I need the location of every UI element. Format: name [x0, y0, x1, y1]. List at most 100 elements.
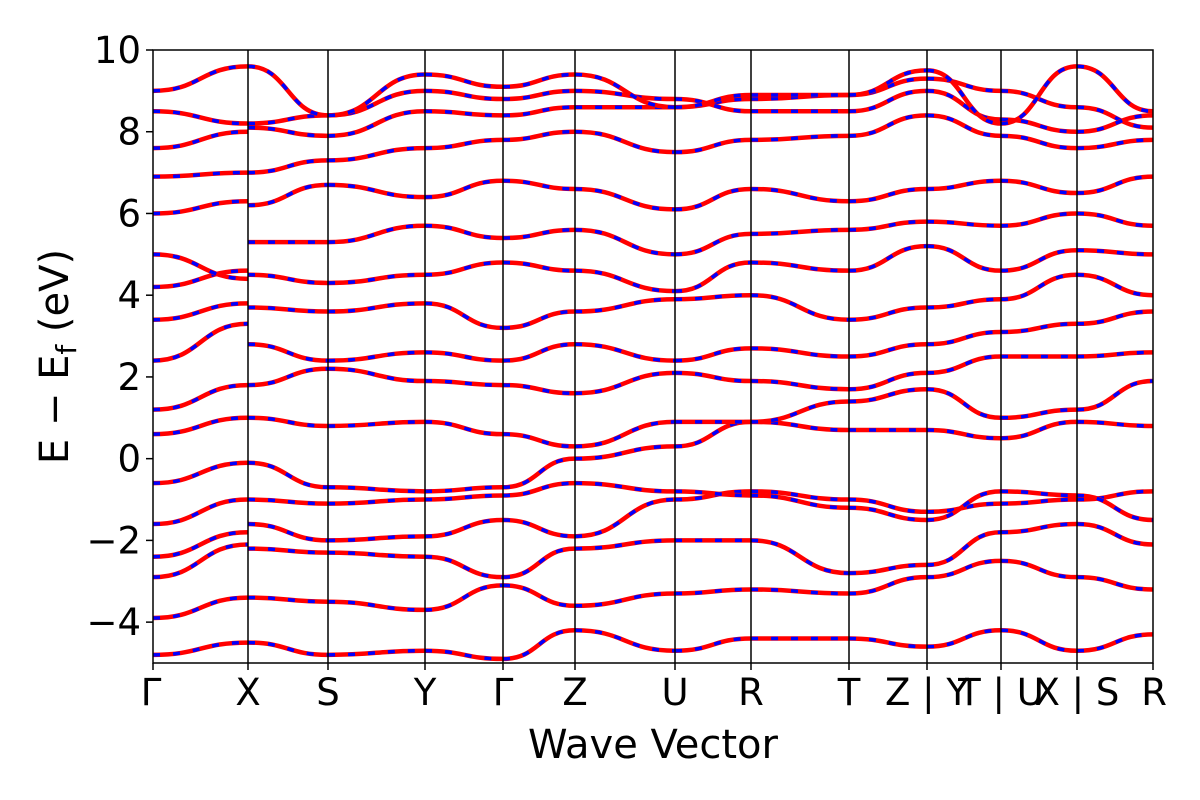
y-tick-label: 2	[117, 356, 141, 399]
band-line-blue	[750, 493, 850, 510]
band-line-red	[574, 419, 676, 449]
band-line-red	[848, 305, 928, 322]
band-line-red	[153, 460, 249, 486]
band-line-blue	[926, 219, 1002, 228]
band-line-blue	[247, 158, 329, 175]
band-line-blue	[153, 416, 249, 436]
band-line-red	[424, 137, 504, 151]
band-line-red	[848, 562, 928, 576]
band-line-red	[848, 341, 928, 359]
x-tick-label: X	[235, 671, 260, 714]
band-line-blue	[1076, 489, 1153, 502]
band-line-red	[1076, 272, 1153, 298]
band-line-blue	[153, 530, 249, 559]
band-line-blue	[750, 260, 850, 273]
y-tick-label: −4	[86, 601, 141, 644]
x-tick-label: T	[837, 671, 861, 714]
band-line-red	[424, 260, 504, 278]
band-line-blue	[327, 223, 426, 244]
band-line-blue	[153, 268, 249, 289]
x-tick-label: Y	[413, 671, 437, 714]
y-tick-label: 8	[117, 111, 141, 154]
band-line-blue	[848, 68, 928, 97]
band-line-red	[926, 628, 1002, 649]
band-line-red	[848, 505, 928, 523]
band-line-red	[574, 268, 676, 294]
band-line-red	[424, 223, 504, 241]
band-line-blue	[247, 113, 329, 126]
band-line-blue	[750, 187, 850, 203]
band-line-blue	[926, 68, 1002, 126]
x-tick-label: U	[661, 671, 688, 714]
band-line-blue	[848, 113, 928, 138]
band-line-blue	[327, 550, 426, 559]
band-line-blue	[153, 64, 249, 93]
band-line-blue	[1000, 322, 1078, 334]
band-line-red	[153, 497, 249, 527]
y-tick-label: −2	[86, 519, 141, 562]
band-line-blue	[1076, 420, 1153, 428]
x-tick-label: Γ	[493, 671, 514, 714]
band-line-blue	[926, 89, 1002, 122]
band-line-red	[1000, 88, 1078, 110]
band-line-blue	[1000, 522, 1078, 534]
band-line-blue	[153, 595, 249, 620]
band-line-blue	[926, 501, 1002, 514]
x-tick-label: R	[1141, 671, 1167, 714]
band-line-red	[1000, 64, 1078, 126]
band-line-blue	[247, 461, 329, 490]
x-tick-label: S	[316, 671, 340, 714]
band-line-blue	[327, 367, 426, 383]
band-line-red	[674, 231, 752, 257]
band-line-blue	[327, 146, 426, 163]
band-line-blue	[327, 534, 426, 543]
y-axis-label-main: E − E	[32, 355, 78, 465]
band-line-blue	[327, 497, 426, 506]
band-line-red	[1076, 104, 1153, 130]
band-line-blue	[674, 489, 752, 498]
band-line-red	[1000, 133, 1078, 151]
y-axis-label-unit: (eV)	[32, 249, 78, 345]
band-line-red	[502, 309, 576, 331]
band-line-blue	[674, 371, 752, 383]
band-line-blue	[1076, 248, 1153, 257]
band-line-red	[674, 137, 752, 155]
y-tick-label: 10	[94, 29, 141, 72]
band-line-blue	[247, 183, 329, 208]
band-line-red	[1076, 574, 1153, 592]
band-line-red	[1000, 628, 1078, 653]
band-line-red	[750, 292, 850, 322]
band-line-red	[153, 252, 249, 282]
band-line-blue	[153, 252, 249, 281]
band-line-blue	[1076, 379, 1153, 412]
band-line-red	[424, 109, 504, 118]
band-line-blue	[424, 583, 504, 612]
band-line-blue	[247, 273, 329, 285]
band-line-red	[1076, 521, 1153, 547]
band-line-red	[750, 538, 850, 576]
band-line-blue	[502, 583, 576, 608]
band-line-red	[574, 497, 676, 539]
x-tick-label: Γ	[141, 671, 162, 714]
band-line-red	[926, 243, 1002, 273]
band-line-blue	[327, 273, 426, 285]
band-line-red	[574, 129, 676, 155]
band-line-blue	[926, 354, 1002, 375]
band-line-blue	[674, 489, 752, 502]
band-line-blue	[1076, 493, 1153, 522]
band-line-blue	[327, 109, 426, 138]
band-line-red	[424, 350, 504, 363]
band-line-blue	[574, 538, 676, 551]
band-line-red	[153, 415, 249, 437]
band-line-blue	[502, 309, 576, 330]
band-line-red	[424, 378, 504, 388]
band-line-red	[848, 186, 928, 204]
band-line-blue	[1076, 350, 1153, 359]
band-line-red	[424, 648, 504, 662]
band-line-blue	[153, 461, 249, 485]
band-line-red	[502, 517, 576, 539]
band-line-blue	[574, 444, 676, 461]
band-line-red	[848, 497, 928, 515]
band-line-blue	[502, 481, 576, 498]
band-line-blue	[750, 134, 850, 142]
